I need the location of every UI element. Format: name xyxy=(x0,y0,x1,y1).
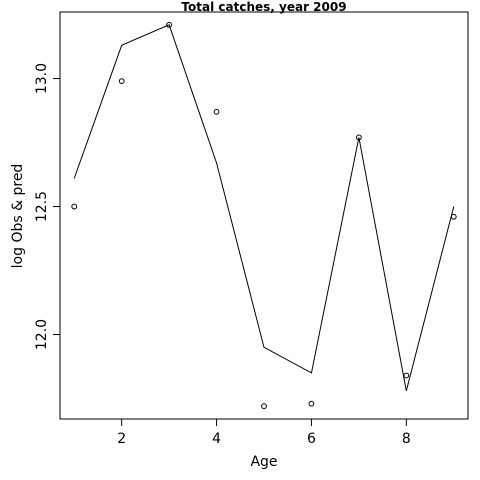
observed-point xyxy=(118,78,125,85)
observed-point xyxy=(213,108,220,115)
observed-point xyxy=(403,372,410,379)
y-axis: 12.0 12.5 13.0 xyxy=(34,63,61,350)
y-axis-label: log Obs & pred xyxy=(10,164,26,269)
observed-point xyxy=(166,21,173,28)
y-tick-label: 12.5 xyxy=(34,191,50,222)
x-tick-label: 2 xyxy=(117,431,126,447)
observed-point xyxy=(355,134,362,141)
predicted-line xyxy=(73,24,455,391)
series-layer xyxy=(71,21,457,410)
x-tick-label: 4 xyxy=(212,431,221,447)
x-tick-label: 6 xyxy=(307,431,316,447)
plot-frame xyxy=(59,11,469,420)
observed-point xyxy=(71,203,78,210)
y-tick-label: 12.0 xyxy=(34,319,50,350)
x-tick-label: 8 xyxy=(402,431,411,447)
observed-point xyxy=(261,403,267,410)
x-axis: 2 4 6 8 xyxy=(117,418,411,447)
chart-title: Total catches, year 2009 xyxy=(181,0,346,14)
y-tick-label: 13.0 xyxy=(34,63,50,94)
x-axis-label: Age xyxy=(250,454,277,470)
observed-point xyxy=(308,400,315,407)
observed-point xyxy=(450,213,457,220)
